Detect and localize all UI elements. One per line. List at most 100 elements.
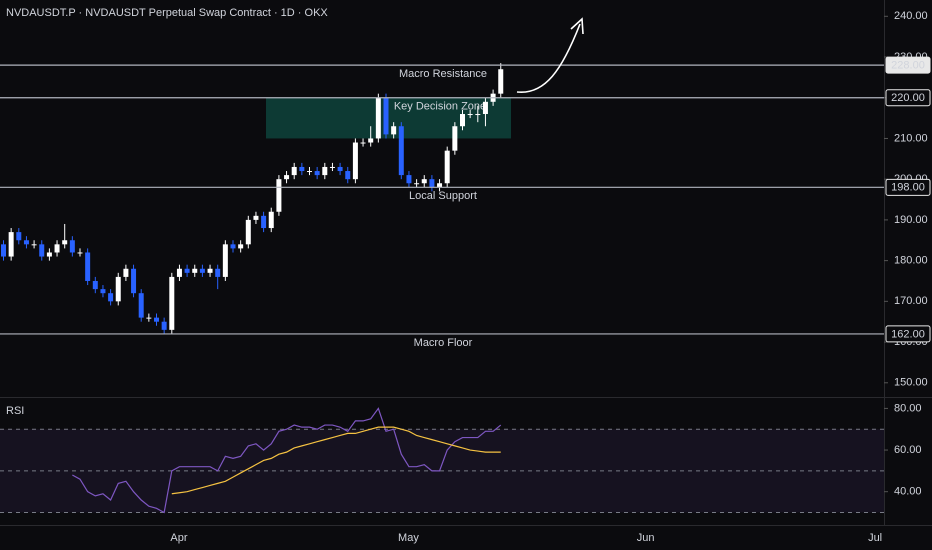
candle-body	[31, 244, 37, 246]
candle-body	[184, 268, 190, 273]
rsi-label: RSI	[6, 405, 24, 417]
candle-body	[161, 321, 167, 330]
candle-body	[406, 175, 412, 184]
y-tick-label: 190.00	[894, 214, 928, 226]
candle-body	[46, 252, 52, 257]
y-tick-label: 180.00	[894, 255, 928, 267]
level-price-label: 220.00	[891, 92, 925, 104]
candle-body	[368, 138, 374, 143]
candle-body	[329, 166, 335, 168]
level-price-label: 228.00	[891, 60, 925, 72]
candle-body	[314, 171, 320, 176]
level-price-label: 162.00	[891, 328, 925, 340]
candle-body	[108, 293, 114, 302]
level-price-label: 198.00	[891, 182, 925, 194]
candle-body	[498, 69, 504, 94]
y-tick-label: 170.00	[894, 295, 928, 307]
candle-body	[62, 240, 68, 245]
rsi-y-tick-label: 40.00	[894, 486, 922, 498]
level-price-box	[885, 178, 931, 196]
rsi-y-tick-label: 80.00	[894, 402, 922, 414]
candle-body	[92, 280, 98, 290]
candle-body	[307, 171, 312, 173]
candle-body	[322, 166, 328, 176]
candle-body	[284, 175, 290, 180]
candle-body	[398, 126, 404, 176]
candle-body	[253, 215, 259, 220]
candle-body	[176, 268, 182, 277]
candle-body	[261, 215, 267, 229]
y-tick-label: 150.00	[894, 377, 928, 389]
candle-body	[215, 268, 221, 277]
candle-body	[69, 240, 75, 253]
candle-body	[421, 179, 427, 184]
candle-body	[23, 240, 29, 245]
candle-body	[8, 232, 14, 257]
candle-body	[475, 114, 481, 116]
candle-body	[429, 179, 435, 188]
candle-body	[123, 268, 129, 277]
candle-body	[39, 244, 45, 257]
candle-body	[146, 317, 152, 319]
x-tick-label: Apr	[170, 532, 187, 544]
candle-body	[467, 114, 473, 116]
candle-body	[444, 150, 450, 184]
candle-body	[85, 252, 91, 281]
level-price-box	[885, 89, 931, 107]
candle-body	[276, 179, 282, 212]
candle-body	[383, 97, 389, 135]
candle-body	[414, 183, 420, 185]
candle-body	[482, 101, 488, 115]
level-note: Macro Resistance	[399, 68, 487, 80]
candle-body	[131, 268, 137, 294]
level-note: Local Support	[409, 190, 477, 202]
candle-body	[299, 166, 305, 172]
level-price-box	[885, 325, 931, 343]
candle-body	[100, 289, 106, 294]
rsi-y-tick-label: 60.00	[894, 444, 922, 456]
x-tick-label: Jul	[868, 532, 882, 544]
candle-body	[352, 142, 358, 180]
candle-body	[199, 268, 205, 273]
candle-body	[230, 244, 236, 249]
level-price-box	[885, 56, 931, 74]
candle-body	[360, 142, 366, 144]
rsi-ma-line	[171, 426, 501, 495]
candle-body	[222, 244, 228, 277]
projection-arrow	[516, 23, 581, 93]
candle-body	[337, 166, 343, 172]
y-tick-label: 240.00	[894, 10, 928, 22]
zone-label: Key Decision Zone	[394, 101, 486, 113]
chart-title: NVDAUSDT.P · NVDAUSDT Perpetual Swap Con…	[6, 7, 328, 19]
candle-body	[77, 252, 83, 254]
candle-body	[16, 232, 22, 241]
x-tick-label: Jun	[637, 532, 655, 544]
candle-body	[1, 244, 6, 257]
candle-body	[460, 114, 465, 127]
candle-body	[375, 97, 381, 139]
candle-body	[268, 211, 274, 229]
candle-body	[245, 219, 251, 245]
candle-body	[138, 293, 144, 318]
level-note: Macro Floor	[414, 337, 473, 349]
projection-arrowhead	[570, 17, 584, 35]
candle-body	[238, 244, 244, 249]
candle-body	[169, 276, 175, 330]
candle-body	[291, 166, 297, 176]
candle-body	[154, 317, 159, 322]
y-tick-label: 210.00	[894, 132, 928, 144]
candle-body	[54, 244, 60, 253]
rsi-line	[72, 407, 502, 514]
candle-body	[192, 268, 198, 273]
x-tick-label: May	[398, 532, 419, 544]
candle-body	[452, 126, 458, 151]
plot: 150.00160.00170.00180.00190.00200.00210.…	[0, 10, 931, 544]
candle-body	[391, 126, 397, 135]
candle-body	[115, 276, 121, 302]
candle-body	[207, 268, 213, 273]
candle-body	[345, 171, 351, 180]
candle-body	[437, 183, 443, 188]
